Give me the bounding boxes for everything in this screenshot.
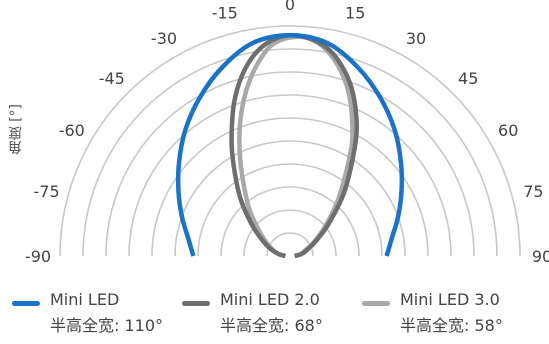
angle-tick-label: 30: [406, 29, 426, 48]
angle-tick-label: 15: [345, 4, 365, 23]
angle-tick-label: 45: [458, 69, 478, 88]
series-line-mini-led: [175, 32, 405, 257]
legend-fwhm: 半高全宽: 110°: [50, 316, 164, 335]
legend-fwhm: 半高全宽: 68°: [220, 316, 323, 335]
angle-tick-label: -30: [151, 29, 177, 48]
grid-ring: [128, 94, 452, 257]
angle-tick-label: 60: [498, 121, 518, 140]
grid-ring: [105, 71, 475, 257]
legend-swatch: [362, 301, 390, 306]
angle-tick-label: -15: [212, 4, 238, 23]
angle-tick-label: 75: [523, 182, 543, 201]
legend-fwhm: 半高全宽: 58°: [400, 316, 503, 335]
series-curves: [175, 32, 405, 259]
legend-swatch: [12, 301, 40, 306]
angle-tick-label: 90: [532, 247, 549, 266]
y-axis-label: 角度 [°]: [8, 104, 24, 155]
grid-ring: [197, 163, 383, 257]
grid-ring: [174, 140, 406, 257]
grid-ring: [220, 186, 360, 257]
grid-ring: [243, 209, 337, 257]
angle-tick-labels: -90 -75 -60 -45 -30 -15 0 15 30 45 60 75 90: [25, 0, 549, 266]
legend-label: Mini LED 2.0: [220, 290, 320, 309]
grid-ring: [82, 48, 498, 257]
grid-ring: [151, 117, 429, 257]
legend-label: Mini LED: [50, 290, 120, 309]
legend-label: Mini LED 3.0: [400, 290, 500, 309]
angle-tick-label: -45: [99, 69, 125, 88]
angle-tick-label: -75: [34, 182, 60, 201]
legend-swatch: [182, 301, 210, 306]
grid-ring: [59, 25, 521, 257]
radial-grid: [59, 25, 521, 257]
angle-tick-label: -60: [59, 121, 85, 140]
angle-tick-label: -90: [25, 247, 51, 266]
angle-tick-label: 0: [285, 0, 295, 14]
